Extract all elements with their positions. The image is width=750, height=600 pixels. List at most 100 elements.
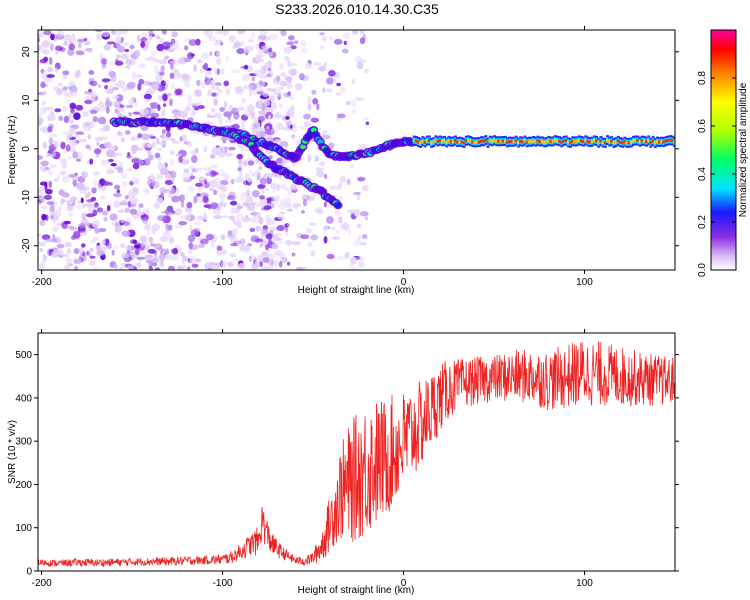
ridge-core <box>432 140 436 144</box>
spectrogram-speckle-blob <box>64 92 73 97</box>
ridge-core <box>436 139 440 143</box>
spectrogram-speckle-blob <box>90 196 97 202</box>
spectrogram-speckle-blob <box>233 258 240 262</box>
spectrogram-speckle-blob <box>261 45 268 51</box>
snr-frame <box>37 332 676 572</box>
spectrogram-speckle-blob <box>44 194 52 200</box>
ridge-core <box>618 140 622 144</box>
spectrogram-speckle-blob <box>92 116 99 123</box>
spectrogram-speckle-blob <box>123 221 130 226</box>
spectrogram-speckle-blob <box>42 257 47 263</box>
spectrogram-speckle-blob <box>151 261 158 267</box>
spectrogram-speckle-blob <box>326 77 334 85</box>
spectrogram-speckle-blob <box>330 226 336 231</box>
spectrogram-speckle-blob <box>180 215 186 220</box>
snr-y-ticks: 0 100 200 300 400 500 <box>15 350 679 578</box>
spectrogram-speckle-blob <box>205 233 214 241</box>
spectrogram-speckle-blob <box>82 255 87 262</box>
spectrogram-speckle-blob <box>237 167 242 172</box>
spectrogram-speckle-blob <box>72 33 75 40</box>
spectrogram-speckle-blob <box>38 116 43 122</box>
spectrogram-speckle-blob <box>72 179 77 187</box>
ridge-core <box>612 141 616 145</box>
spectrogram-speckle-blob <box>147 179 156 187</box>
spectrogram-speckle-blob <box>202 167 211 171</box>
spectrogram-speckle-blob <box>40 160 49 166</box>
spectrogram-speckle-blob <box>81 212 87 220</box>
spectrogram-speckle-blob <box>65 144 71 152</box>
spectrogram-speckle-blob <box>194 168 203 172</box>
spectrogram-speckle-blob <box>198 105 205 109</box>
ridge-core <box>590 140 594 144</box>
spectrogram-speckle-blob <box>53 140 59 148</box>
spectrogram-speckle-blob <box>329 36 334 40</box>
spectrogram-speckle-blob <box>267 114 272 123</box>
spectrogram-speckle-blob <box>96 249 106 256</box>
spectrogram-speckle-blob <box>292 253 296 258</box>
spectrogram-speckle-blob <box>40 165 49 173</box>
spectrogram-speckle-blob <box>196 79 201 87</box>
spectrogram-speckle-blob <box>200 82 206 89</box>
spectrogram-speckle-blob <box>62 175 71 183</box>
spectrogram-speckle-blob <box>355 97 365 102</box>
ridge-core <box>582 140 586 144</box>
spectrogram-speckle-blob <box>98 100 104 109</box>
spectrogram-speckle-blob <box>125 104 134 109</box>
spectrogram-speckle-blob <box>60 141 66 150</box>
spectrogram-speckle-blob <box>73 258 82 264</box>
ridge-core <box>640 139 644 143</box>
ridge-core <box>540 139 544 143</box>
spectrogram-speckle-blob <box>171 177 175 183</box>
spectrogram-speckle-blob <box>89 110 98 114</box>
spectrogram-speckle-blob <box>326 253 335 260</box>
spectrogram-speckle-blob <box>60 158 68 166</box>
spectrogram-speckle-blob <box>229 253 237 258</box>
spectrogram-speckle-blob <box>189 256 196 264</box>
spectrogram-speckle-blob <box>101 78 111 83</box>
ridge-core <box>614 140 618 144</box>
spectrogram-speckle-blob <box>38 189 44 196</box>
spectrogram-speckle-blob <box>364 68 369 74</box>
spectrogram-speckle-blob <box>125 65 131 70</box>
ridge-core <box>608 140 612 144</box>
spectrogram-speckle-blob <box>117 112 124 118</box>
spectrogram-speckle-blob <box>108 71 117 78</box>
spectrogram-speckle-blob <box>266 220 272 225</box>
spectrogram-speckle-blob <box>235 213 244 222</box>
spectrogram-speckle-blob <box>157 104 161 111</box>
spectrogram-speckle-blob <box>49 204 55 213</box>
spectrogram-speckle-blob <box>47 66 54 73</box>
spectrogram-speckle-blob <box>105 96 110 100</box>
ridge-core <box>523 139 527 143</box>
spectrogram-speckle-blob <box>149 102 159 107</box>
spectrogram-speckle-blob <box>145 260 153 264</box>
spectrogram-speckle-blob <box>219 107 226 112</box>
spectrogram-speckle-blob <box>124 195 129 200</box>
ridge-core <box>482 139 486 143</box>
spectrogram-speckle-blob <box>142 141 148 149</box>
spectrogram-speckle-blob <box>213 215 223 219</box>
y-tick-label: 0 <box>26 567 32 578</box>
spectrogram-speckle-blob <box>317 209 325 215</box>
spectrogram-speckle-blob <box>153 68 162 74</box>
spectrogram-speckle-blob <box>49 133 59 138</box>
spectrogram-speckle-blob <box>219 199 225 205</box>
ridge-core <box>529 140 533 144</box>
x-tick-label: -200 <box>32 578 52 589</box>
spectrogram-speckle-blob <box>70 196 77 202</box>
spectrogram-speckle-blob <box>312 155 319 163</box>
spectrogram-speckle-blob <box>97 228 107 233</box>
spectrogram-speckle-blob <box>236 153 244 160</box>
spectrogram-speckle-blob <box>91 219 100 228</box>
spectrogram-speckle-blob <box>96 33 103 41</box>
spectrogram-speckle-blob <box>305 62 312 70</box>
spectrogram-speckle-blob <box>169 72 175 79</box>
spectrogram-speckle-blob <box>143 188 150 193</box>
spectrogram-speckle-blob <box>172 140 181 145</box>
spectrogram-speckle-blob <box>344 251 350 259</box>
ridge-core <box>616 139 620 143</box>
spectrogram-speckle-blob <box>38 44 43 49</box>
ridge-core <box>636 139 640 143</box>
spectrogram-speckle-blob <box>358 234 362 242</box>
spectrogram-speckle-blob <box>174 224 183 229</box>
